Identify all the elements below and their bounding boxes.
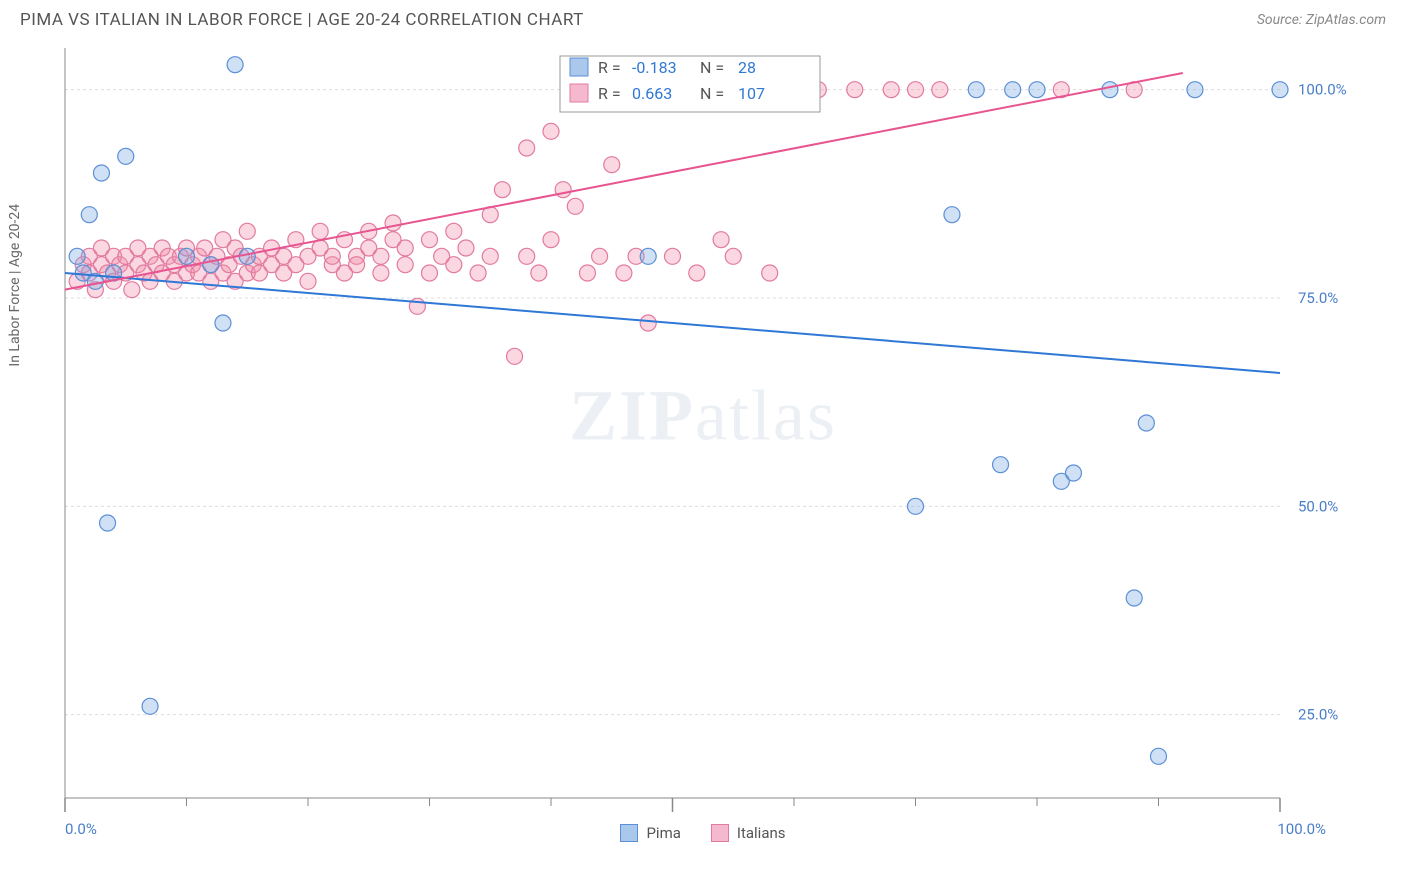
legend-label: Pima bbox=[646, 824, 680, 842]
svg-text:25.0%: 25.0% bbox=[1298, 706, 1338, 724]
y-axis-label: In Labor Force | Age 20-24 bbox=[7, 204, 23, 367]
svg-text:75.0%: 75.0% bbox=[1298, 289, 1338, 307]
svg-text:N =: N = bbox=[700, 84, 724, 103]
svg-text:R =: R = bbox=[598, 84, 621, 103]
svg-text:-0.183: -0.183 bbox=[632, 58, 677, 77]
svg-text:28: 28 bbox=[738, 58, 756, 77]
svg-text:N =: N = bbox=[700, 58, 724, 77]
svg-text:R =: R = bbox=[598, 58, 621, 77]
svg-text:50.0%: 50.0% bbox=[1298, 497, 1338, 515]
x-min-label: 0.0% bbox=[65, 820, 97, 838]
chart-container: In Labor Force | Age 20-24 ZIPatlas 25.0… bbox=[20, 38, 1386, 842]
legend-label: Italians bbox=[737, 824, 786, 842]
legend-item-pima: Pima bbox=[620, 824, 680, 842]
legend-swatch-icon bbox=[711, 824, 729, 842]
svg-text:100.0%: 100.0% bbox=[1298, 81, 1347, 99]
legend-item-italians: Italians bbox=[711, 824, 786, 842]
chart-title: PIMA VS ITALIAN IN LABOR FORCE | AGE 20-… bbox=[20, 10, 584, 30]
legend-swatch-icon bbox=[620, 824, 638, 842]
source-attribution: Source: ZipAtlas.com bbox=[1257, 12, 1386, 28]
bottom-legend: Pima Italians bbox=[20, 824, 1386, 842]
x-max-label: 100.0% bbox=[1277, 820, 1326, 838]
svg-text:0.663: 0.663 bbox=[632, 84, 672, 103]
svg-text:107: 107 bbox=[738, 84, 765, 103]
scatter-chart: 25.0% 50.0% 75.0% 100.0% R = -0.183 N = 28 R = 0.… bbox=[20, 38, 1350, 818]
